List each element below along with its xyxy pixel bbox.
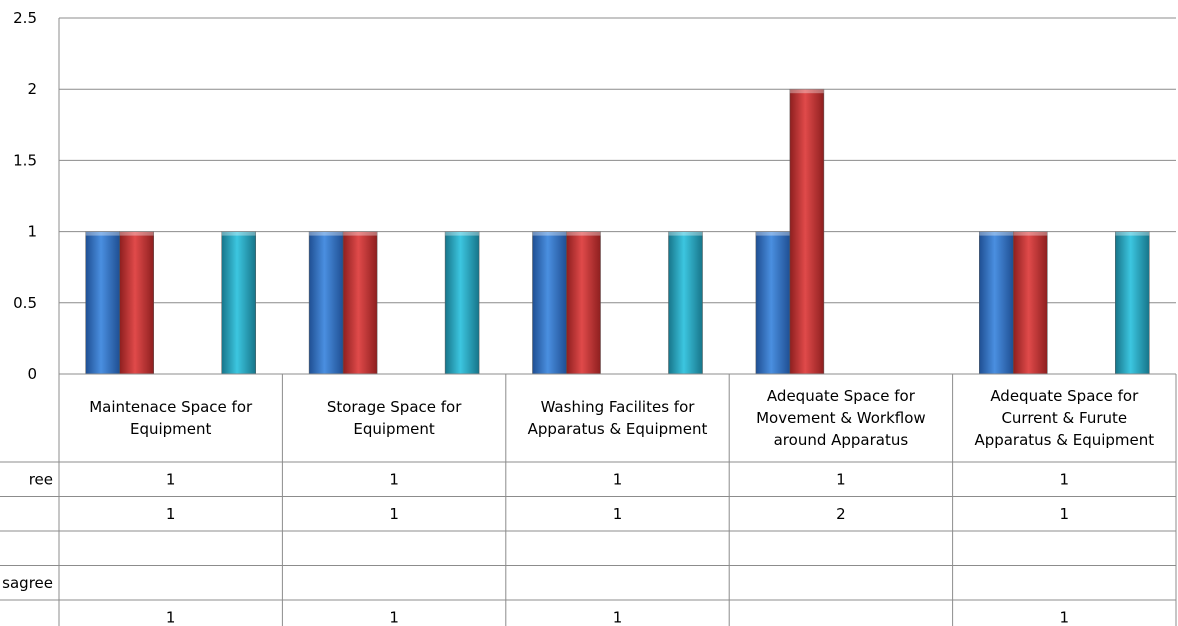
data-table-value: 1 [1060,470,1070,488]
bar-highlight [789,89,824,94]
category-label-line: Storage Space for [327,398,462,416]
category-label-line: Adequate Space for [767,387,916,405]
data-table-value: 1 [166,470,176,488]
data-table-value: 1 [389,470,399,488]
data-table-value: 1 [836,470,846,488]
bar [342,231,378,375]
bar-highlight [343,231,378,236]
bar [444,231,480,375]
category-label-line: Adequate Space for [990,387,1139,405]
category-label: Maintenace Space for Equipment [89,398,253,438]
data-table-value: 1 [1060,608,1070,626]
bar [85,231,120,375]
bar [119,231,154,375]
category-label-line: Apparatus & Equipment [528,420,708,438]
bar-highlight [566,231,601,236]
category-label-line: Maintenace Space for [89,398,253,416]
bar-highlight [668,231,703,236]
y-tick-label: 0.5 [13,294,37,312]
data-table-value: 2 [836,505,846,523]
data-table-value: 1 [166,505,176,523]
category-label: Washing Facilites for Apparatus & Equipme… [528,398,708,438]
category-label-line: around Apparatus [774,431,909,449]
category-label: Adequate Space for Movement & Workflow aro… [756,387,926,449]
bar-highlight [221,231,256,236]
bar-highlight [979,231,1014,236]
category-label-line: Equipment [353,420,435,438]
bar [566,231,601,375]
bars [85,88,1150,375]
bar [532,231,567,375]
y-tick-label: 2 [27,80,37,98]
category-label: Storage Space for Equipment [327,398,462,438]
data-table-value: 1 [613,505,623,523]
bar-highlight [445,231,480,236]
data-table-value: 1 [166,608,176,626]
data-table-value: 1 [1060,505,1070,523]
y-tick-label: 1 [27,223,37,241]
y-axis: 0 0.5 1 1.5 2 2.5 [13,9,37,383]
bar-highlight [309,231,344,236]
bar-highlight [532,231,567,236]
y-tick-label: 1.5 [13,151,37,169]
series-row-label: sagree [2,574,53,592]
bar [668,231,703,375]
bar [755,231,791,375]
bar [221,231,256,375]
bar [979,231,1014,375]
data-table-value: 1 [389,505,399,523]
bar-highlight [85,231,120,236]
y-tick-label: 2.5 [13,9,37,27]
category-label-line: Current & Furute [1001,409,1127,427]
series-row-label: ree [29,470,53,488]
category-label-line: Equipment [130,420,212,438]
data-table-value: 1 [613,470,623,488]
bar [308,231,344,375]
bar [1013,231,1048,375]
bar [789,88,825,375]
bar [1115,231,1150,375]
category-label: Adequate Space for Current & Furute Appara… [974,387,1154,449]
data-table-value: 1 [613,608,623,626]
bar-highlight [119,231,154,236]
category-label-line: Apparatus & Equipment [974,431,1154,449]
category-label-line: Washing Facilites for [541,398,696,416]
category-label-line: Movement & Workflow [756,409,926,427]
bar-highlight [1013,231,1048,236]
data-table-value: 1 [389,608,399,626]
bar-highlight [1115,231,1150,236]
bar-highlight [755,231,790,236]
y-tick-label: 0 [27,365,37,383]
